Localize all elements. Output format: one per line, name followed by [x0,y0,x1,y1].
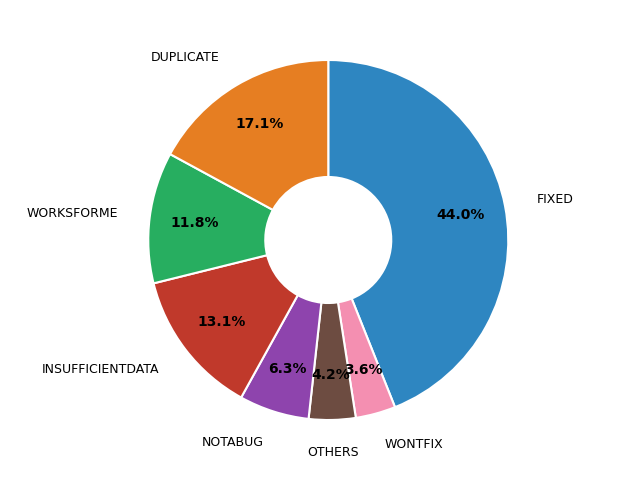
Wedge shape [148,154,273,283]
Text: WORKSFORME: WORKSFORME [26,206,118,219]
Text: OTHERS: OTHERS [307,446,359,459]
Text: 11.8%: 11.8% [170,216,219,230]
Wedge shape [154,255,298,397]
Wedge shape [241,295,321,419]
Text: INSUFFICIENTDATA: INSUFFICIENTDATA [42,363,160,376]
Text: FIXED: FIXED [537,193,573,206]
Text: WONTFIX: WONTFIX [384,438,443,451]
Wedge shape [170,60,328,210]
Wedge shape [338,299,395,418]
Wedge shape [308,302,356,420]
Text: 17.1%: 17.1% [235,117,284,131]
Text: 13.1%: 13.1% [197,315,245,329]
Text: 44.0%: 44.0% [436,207,485,222]
Text: DUPLICATE: DUPLICATE [151,51,220,64]
Text: 4.2%: 4.2% [312,368,351,382]
Wedge shape [328,60,508,407]
Text: 6.3%: 6.3% [268,361,307,376]
Text: 3.6%: 3.6% [344,363,383,377]
Text: NOTABUG: NOTABUG [202,436,264,449]
